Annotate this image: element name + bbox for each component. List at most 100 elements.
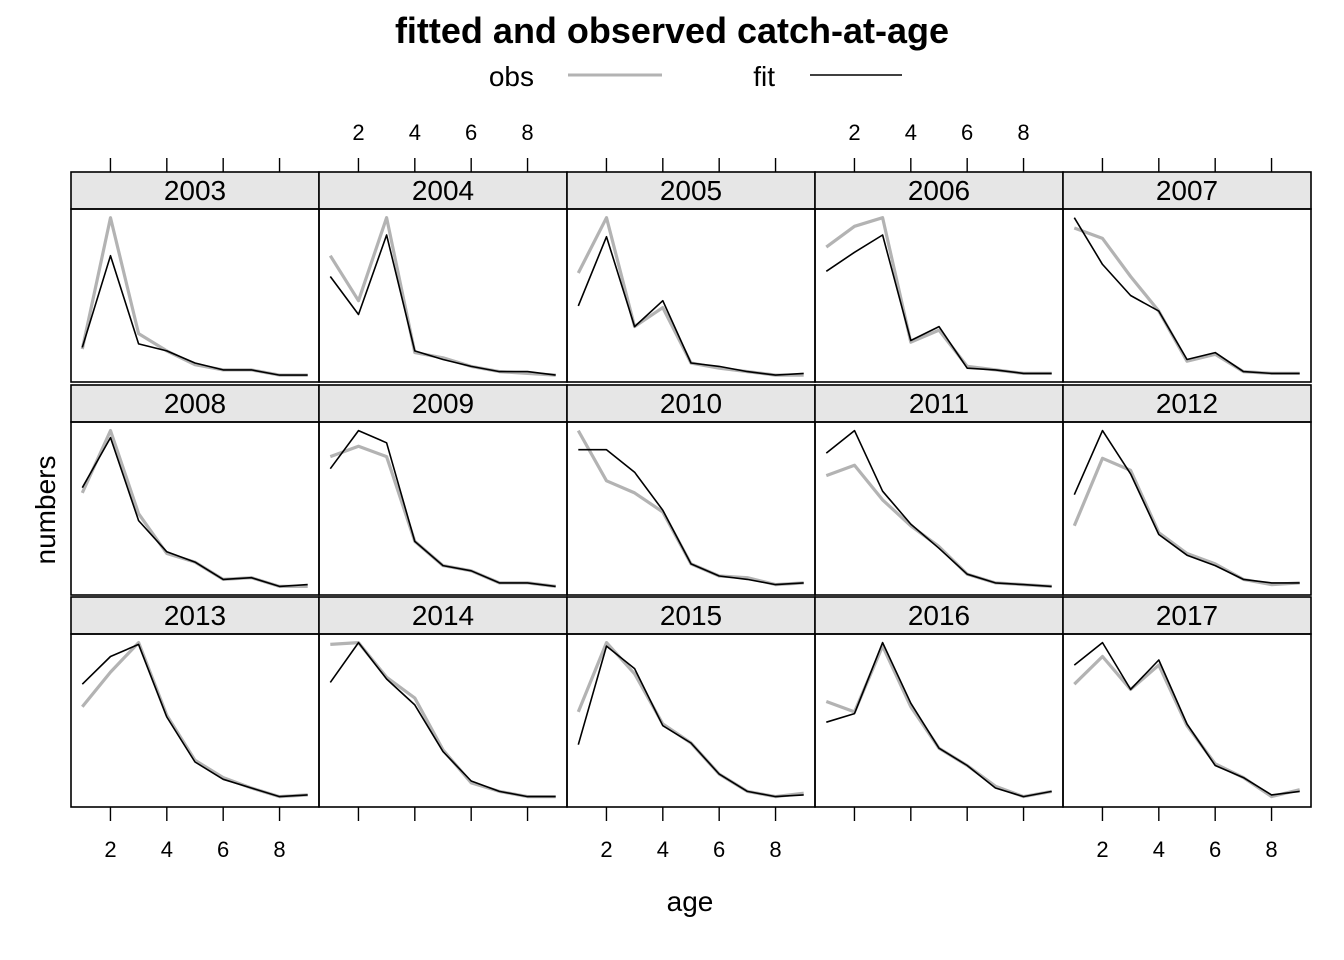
panel-grid: 2003 2004 2 4 6 8 2005 2006 2 4 6 8 2007 2008 2009 2010… — [70, 120, 1312, 862]
panel-strip-label: 2012 — [1156, 388, 1218, 419]
panel-2008: 2008 — [70, 384, 320, 596]
x-tick-label-top: 8 — [521, 120, 533, 145]
series-line-fit — [329, 429, 556, 588]
series-line-fit — [329, 641, 556, 798]
panel-2003: 2003 — [70, 158, 320, 383]
panel-strip-label: 2009 — [412, 388, 474, 419]
series-line-fit — [1073, 641, 1300, 796]
panel-frame — [566, 633, 816, 808]
series-line-fit — [81, 643, 308, 798]
x-axis-label: age — [667, 886, 714, 917]
panel-strip — [1062, 384, 1312, 423]
x-tick-label-bottom: 4 — [657, 837, 669, 862]
panel-strip — [566, 171, 816, 210]
panel-frame — [814, 208, 1064, 383]
panel-frame — [318, 633, 568, 808]
series-line-fit — [825, 429, 1052, 588]
series-line-obs — [825, 463, 1052, 588]
panel-strip-label: 2004 — [412, 175, 474, 206]
legend-label-fit: fit — [753, 61, 775, 92]
panel-strip-label: 2014 — [412, 600, 474, 631]
series-line-obs — [825, 216, 1052, 375]
panel-frame — [70, 633, 320, 808]
panel-strip-label: 2013 — [164, 600, 226, 631]
panel-strip — [566, 384, 816, 423]
x-tick-label-top: 6 — [465, 120, 477, 145]
series-line-fit — [81, 436, 308, 588]
x-tick-label-bottom: 8 — [769, 837, 781, 862]
series-line-fit — [577, 645, 804, 798]
panel-frame — [814, 421, 1064, 596]
panel-strip — [1062, 171, 1312, 210]
series-line-obs — [80, 216, 308, 377]
x-tick-label-bottom: 2 — [1096, 837, 1108, 862]
panel-frame — [1062, 208, 1312, 383]
x-tick-label-top: 8 — [1017, 120, 1029, 145]
panel-2004: 2004 2 4 6 8 — [318, 120, 568, 383]
panel-strip-label: 2017 — [1156, 600, 1218, 631]
series-line-obs — [576, 216, 804, 377]
panel-frame — [1062, 633, 1312, 808]
series-line-fit — [81, 254, 308, 376]
series-line-obs — [328, 216, 556, 377]
x-tick-label-top: 4 — [409, 120, 421, 145]
x-tick-label-bottom: 6 — [217, 837, 229, 862]
x-tick-label-top: 2 — [352, 120, 364, 145]
x-tick-label-top: 2 — [848, 120, 860, 145]
panel-2013: 2013 2 4 6 8 — [70, 596, 320, 862]
series-line-fit — [825, 234, 1052, 375]
x-tick-label-bottom: 8 — [1265, 837, 1277, 862]
panel-2005: 2005 — [566, 158, 816, 383]
legend: obs fit — [489, 61, 902, 92]
x-tick-label-bottom: 4 — [1153, 837, 1165, 862]
panel-2016: 2016 — [814, 596, 1064, 821]
panel-strip-label: 2011 — [909, 388, 969, 419]
panel-2017: 2017 2 4 6 8 — [1062, 596, 1312, 862]
x-tick-label-bottom: 2 — [104, 837, 116, 862]
x-tick-label-bottom: 2 — [600, 837, 612, 862]
series-line-obs — [1073, 226, 1300, 375]
panel-2011: 2011 — [814, 384, 1064, 596]
panel-2009: 2009 — [318, 384, 568, 596]
x-tick-label-bottom: 8 — [273, 837, 285, 862]
panel-2015: 2015 2 4 6 8 — [566, 596, 816, 862]
panel-2010: 2010 — [566, 384, 816, 596]
panel-frame — [814, 633, 1064, 808]
panel-frame — [566, 421, 816, 596]
panel-strip-label: 2003 — [164, 175, 226, 206]
panel-frame — [70, 421, 320, 596]
series-line-obs — [81, 640, 308, 799]
panel-strip-label: 2008 — [164, 388, 226, 419]
series-line-obs — [1072, 456, 1300, 587]
series-line-fit — [1073, 429, 1300, 584]
series-line-fit — [1073, 217, 1300, 375]
panel-2007: 2007 — [1062, 158, 1312, 383]
x-tick-label-top: 4 — [905, 120, 917, 145]
legend-label-obs: obs — [489, 61, 534, 92]
series-line-obs — [1073, 654, 1301, 799]
panel-strip — [566, 596, 816, 635]
panel-strip-label: 2015 — [660, 600, 722, 631]
series-line-fit — [329, 234, 556, 376]
chart-title: fitted and observed catch-at-age — [395, 10, 949, 51]
panel-strip-label: 2007 — [1156, 175, 1218, 206]
x-tick-label-top: 6 — [961, 120, 973, 145]
panel-strip-label: 2006 — [908, 175, 970, 206]
panel-strip-label: 2016 — [908, 600, 970, 631]
series-line-fit — [577, 235, 804, 376]
panel-strip — [70, 384, 320, 423]
panel-2012: 2012 — [1062, 384, 1312, 596]
x-tick-label-bottom: 4 — [161, 837, 173, 862]
panel-strip-label: 2010 — [660, 388, 722, 419]
panel-2014: 2014 — [318, 596, 568, 821]
x-tick-label-bottom: 6 — [713, 837, 725, 862]
series-line-fit — [826, 641, 1052, 798]
x-tick-label-bottom: 6 — [1209, 837, 1221, 862]
series-line-obs — [576, 640, 804, 799]
series-line-obs — [825, 644, 1052, 799]
series-line-obs — [330, 640, 556, 799]
panel-strip — [318, 171, 568, 210]
panel-strip-label: 2005 — [660, 175, 722, 206]
panel-frame — [566, 208, 816, 383]
